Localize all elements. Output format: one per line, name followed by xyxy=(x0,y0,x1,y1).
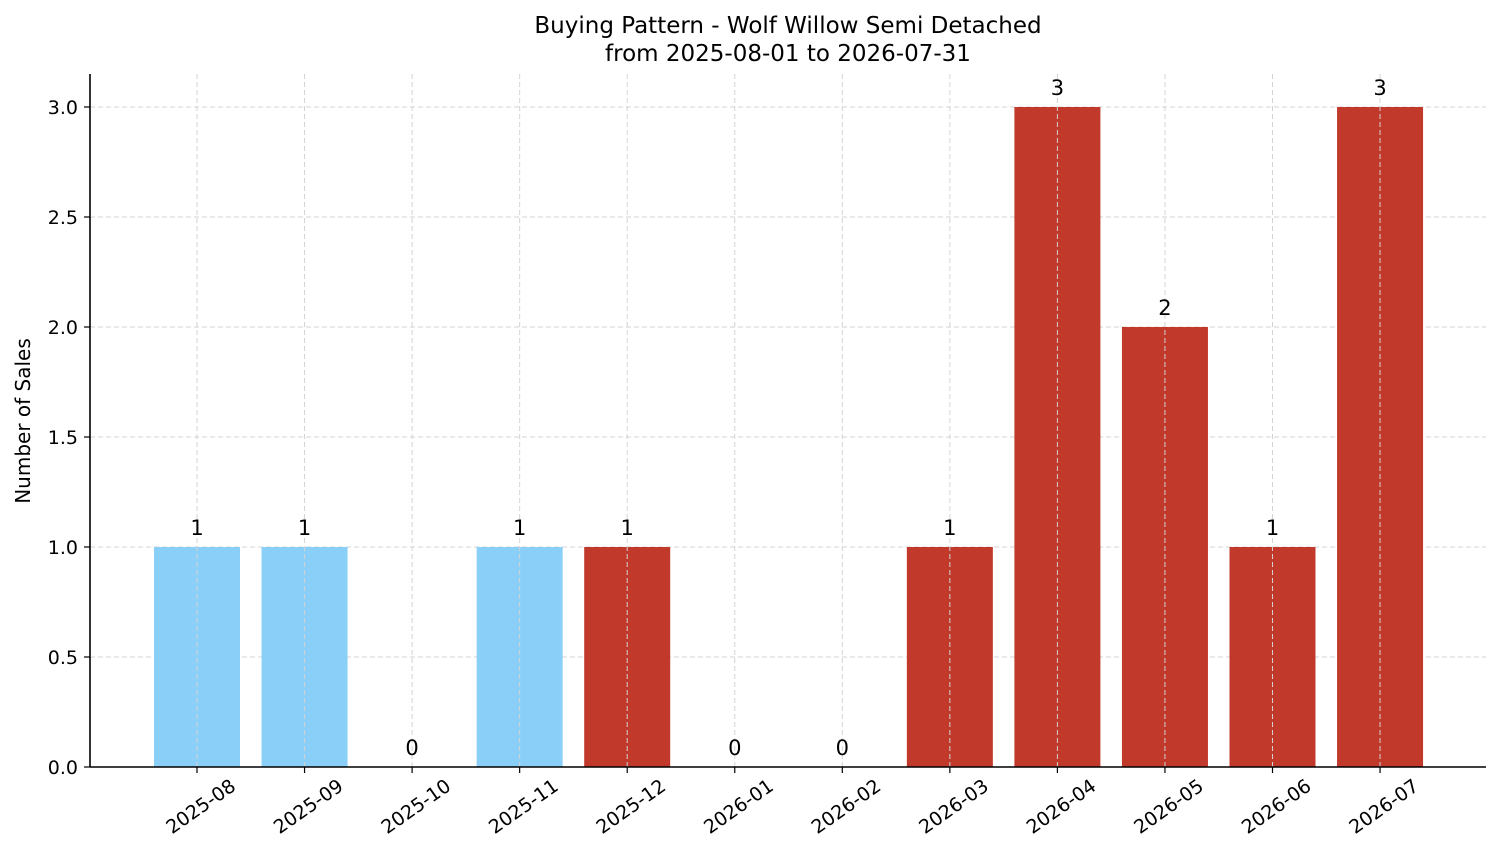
data-label-2026-06: 1 xyxy=(1266,516,1279,540)
x-tick-label-2025-11: 2025-11 xyxy=(485,775,563,839)
y-tick-label: 1.0 xyxy=(48,537,78,559)
x-tick-label-2026-07: 2026-07 xyxy=(1345,775,1423,839)
chart-subtitle: from 2025-08-01 to 2026-07-31 xyxy=(605,41,971,67)
x-tick-label-2026-01: 2026-01 xyxy=(700,775,778,839)
bars-layer xyxy=(154,107,1424,767)
y-tick-label: 0.0 xyxy=(48,757,78,779)
data-label-2026-05: 2 xyxy=(1158,296,1171,320)
x-tick-label-2026-04: 2026-04 xyxy=(1023,775,1101,839)
data-label-2025-09: 1 xyxy=(298,516,311,540)
data-label-2025-08: 1 xyxy=(190,516,203,540)
y-tick-label: 0.5 xyxy=(48,647,78,669)
data-label-2026-01: 0 xyxy=(728,736,741,760)
y-ticks-layer: 0.0 0.5 1.0 1.5 2.0 2.5 3.0 xyxy=(48,97,90,779)
chart-title: Buying Pattern - Wolf Willow Semi Detach… xyxy=(534,13,1041,39)
y-tick-label: 2.5 xyxy=(48,207,78,229)
x-ticks-layer: 2025-08 2025-09 2025-10 2025-11 2025-12 2026-… xyxy=(162,767,1423,839)
data-label-2026-02: 0 xyxy=(836,736,849,760)
data-labels-layer: 1 1 0 1 1 0 0 1 3 2 1 3 xyxy=(190,76,1386,760)
data-label-2026-07: 3 xyxy=(1373,76,1386,100)
axes-layer xyxy=(89,74,1486,768)
x-tick-label-2026-05: 2026-05 xyxy=(1130,775,1208,839)
x-tick-label-2025-08: 2025-08 xyxy=(162,775,240,839)
y-axis-label: Number of Sales xyxy=(11,338,35,504)
data-label-2026-03: 1 xyxy=(943,516,956,540)
y-tick-label: 2.0 xyxy=(48,317,78,339)
data-label-2026-04: 3 xyxy=(1051,76,1064,100)
x-tick-label-2026-03: 2026-03 xyxy=(915,775,993,839)
y-tick-label: 1.5 xyxy=(48,427,78,449)
data-label-2025-12: 1 xyxy=(621,516,634,540)
data-label-2025-11: 1 xyxy=(513,516,526,540)
x-tick-label-2025-10: 2025-10 xyxy=(377,775,455,839)
data-label-2025-10: 0 xyxy=(405,736,418,760)
x-tick-label-2026-02: 2026-02 xyxy=(808,775,886,839)
x-tick-label-2025-12: 2025-12 xyxy=(592,775,670,839)
x-tick-label-2025-09: 2025-09 xyxy=(270,775,348,839)
y-tick-label: 3.0 xyxy=(48,97,78,119)
x-tick-label-2026-06: 2026-06 xyxy=(1238,775,1316,839)
